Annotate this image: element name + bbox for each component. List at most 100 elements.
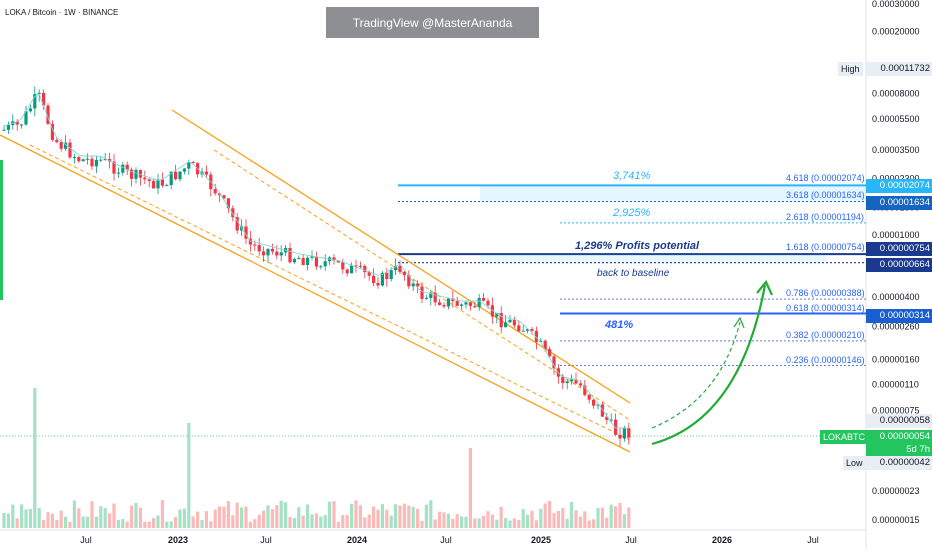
candle-body — [275, 251, 279, 256]
volume-bar — [310, 514, 314, 528]
x-tick-label: Jul — [80, 535, 92, 545]
candle-body — [191, 162, 195, 164]
fib-label-0618: 0.618 (0.00000314) — [786, 303, 865, 313]
candle-body — [394, 265, 398, 271]
volume-bar — [112, 503, 116, 528]
volume-bar — [600, 507, 604, 528]
target-tag-4618: 0.00002074 — [866, 179, 932, 193]
volume-bar — [534, 520, 538, 528]
volume-bar — [394, 504, 398, 528]
fib-label-0236: 0.236 (0.00000146) — [786, 355, 865, 365]
y-tick-label: 0.00008000 — [872, 89, 920, 99]
candle-body — [332, 257, 336, 261]
candle-body — [468, 302, 472, 306]
volume-bar — [350, 503, 354, 528]
candle-body — [28, 108, 32, 112]
y-tick-label: 0.00000160 — [872, 354, 920, 364]
fib-label-0786: 0.786 (0.00000388) — [786, 288, 865, 298]
volume-bar — [165, 521, 169, 528]
volume-bar — [222, 506, 226, 528]
volume-bar — [363, 517, 367, 528]
candle-body — [446, 298, 450, 307]
volume-bar — [583, 511, 587, 528]
candle-body — [433, 292, 437, 303]
candle-body — [622, 428, 626, 439]
target-tag-3618: 0.00001634 — [866, 196, 932, 210]
volume-bar — [526, 514, 530, 528]
annotation-1296: 1,296% Profits potential — [575, 240, 700, 252]
volume-bar — [306, 504, 310, 528]
y-tick-label: 0.00001000 — [872, 230, 920, 240]
volume-bar — [380, 504, 384, 528]
volume-bar — [446, 513, 450, 528]
candle-body — [521, 330, 525, 332]
candle-body — [218, 193, 222, 196]
last-price-tag: 0.00000054 — [866, 430, 932, 444]
volume-bar — [182, 508, 186, 528]
candle-body — [495, 312, 499, 317]
target-tag-baseline: 0.00000664 — [866, 258, 932, 272]
volume-bar — [152, 517, 156, 528]
high-value-tag: 0.00011732 — [866, 62, 932, 76]
candle-body — [499, 312, 503, 328]
symbol-tag: LOKABTC — [820, 430, 869, 444]
candle-body — [411, 283, 415, 287]
candle-body — [424, 298, 428, 300]
volume-bar — [50, 513, 54, 528]
volume-bar — [341, 515, 345, 528]
volume-bar — [37, 508, 41, 528]
left-edge-bar — [0, 160, 3, 300]
volume-bar — [592, 519, 596, 528]
fib-label-2618: 2.618 (0.00001194) — [786, 212, 864, 222]
candle-body — [600, 404, 604, 417]
volume-bar — [248, 521, 252, 528]
volume-bar — [473, 518, 477, 528]
volume-bar — [108, 513, 112, 528]
volume-bar — [24, 509, 28, 528]
volume-bar — [218, 506, 222, 528]
volume-bar — [482, 515, 486, 528]
volume-bar — [284, 502, 288, 528]
volume-bar — [288, 516, 292, 528]
projection-dashed-arrow — [651, 321, 741, 429]
volume-bar — [499, 506, 503, 528]
candle-body — [108, 158, 112, 162]
volume-bar — [574, 510, 578, 528]
volume-bar — [297, 507, 301, 528]
candle-body — [543, 340, 547, 350]
low-value-tag: 0.00000042 — [866, 456, 932, 470]
candle-body — [292, 259, 296, 263]
candle-body — [486, 300, 490, 306]
low-label: Low — [843, 456, 866, 470]
volume-bar — [477, 518, 481, 528]
volume-bar — [539, 508, 543, 528]
baseline-band — [480, 254, 826, 263]
candle-body — [24, 111, 28, 125]
volume-bar — [90, 501, 94, 528]
candle-body — [605, 416, 609, 420]
y-tick-label: 0.00003500 — [872, 145, 920, 155]
candle-body — [314, 256, 318, 267]
candle-body — [130, 169, 134, 179]
candle-body — [55, 139, 59, 143]
volume-bar — [226, 501, 230, 528]
candle-body — [319, 266, 323, 268]
candle-body — [310, 256, 314, 258]
volume-bar — [372, 506, 376, 528]
candle-body — [323, 261, 327, 267]
volume-bar — [11, 504, 15, 528]
volume-bar — [99, 506, 103, 528]
candle-body — [143, 177, 147, 180]
volume-bar — [407, 505, 411, 528]
volume-bar — [209, 521, 213, 528]
candle-body — [376, 283, 380, 286]
volume-bar — [627, 507, 631, 528]
candle-body — [385, 272, 389, 280]
candle-body — [367, 272, 371, 276]
volume-bar — [323, 515, 327, 528]
candle-body — [354, 265, 358, 267]
candle-body — [244, 226, 248, 239]
volume-bar — [512, 518, 516, 528]
